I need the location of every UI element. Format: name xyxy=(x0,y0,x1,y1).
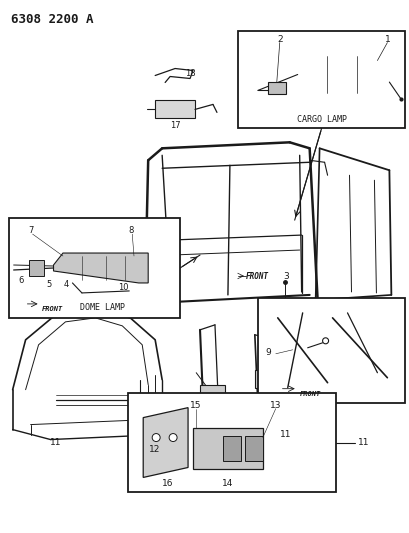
Bar xyxy=(267,83,285,94)
Text: 11: 11 xyxy=(279,430,290,439)
Text: 4: 4 xyxy=(63,280,69,289)
Bar xyxy=(29,260,43,276)
Bar xyxy=(237,30,405,128)
Text: 13: 13 xyxy=(270,401,281,410)
Text: FRONT: FRONT xyxy=(41,306,63,312)
Bar xyxy=(9,218,180,318)
Bar xyxy=(155,100,195,118)
Bar xyxy=(128,393,335,492)
Bar xyxy=(257,298,405,402)
Text: 5: 5 xyxy=(47,280,52,289)
Bar xyxy=(222,435,240,462)
Bar xyxy=(254,370,276,387)
Text: FRONT: FRONT xyxy=(299,391,320,397)
Text: DOME LAMP: DOME LAMP xyxy=(80,303,125,312)
Text: 12: 12 xyxy=(148,445,160,454)
Text: 11: 11 xyxy=(49,438,61,447)
Polygon shape xyxy=(143,408,188,478)
Text: 6308 2200 A: 6308 2200 A xyxy=(11,13,93,26)
Polygon shape xyxy=(54,253,148,283)
Text: 8: 8 xyxy=(128,226,133,235)
Polygon shape xyxy=(297,55,387,93)
Text: 16: 16 xyxy=(162,479,173,488)
Text: 7: 7 xyxy=(29,226,34,235)
Bar xyxy=(200,385,225,405)
Text: 6: 6 xyxy=(18,276,24,285)
Text: 1: 1 xyxy=(384,35,389,44)
Text: 9: 9 xyxy=(265,348,271,357)
Text: FRONT: FRONT xyxy=(245,272,268,281)
Text: 18: 18 xyxy=(184,69,195,77)
Text: 14: 14 xyxy=(222,479,233,488)
Text: 10: 10 xyxy=(118,283,128,292)
Circle shape xyxy=(169,433,177,441)
Circle shape xyxy=(152,433,160,441)
Bar xyxy=(244,435,262,462)
Bar xyxy=(193,427,262,470)
Text: 17: 17 xyxy=(169,122,180,131)
Text: 15: 15 xyxy=(190,401,201,410)
Text: 3: 3 xyxy=(283,272,289,281)
Text: 11: 11 xyxy=(357,438,368,447)
Text: CARGO LAMP: CARGO LAMP xyxy=(296,115,346,124)
Text: 2: 2 xyxy=(276,35,282,44)
